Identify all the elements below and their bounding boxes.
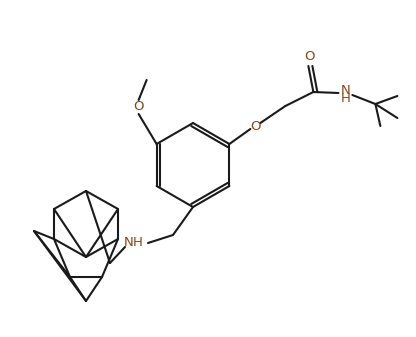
Text: O: O (250, 120, 260, 132)
Text: H: H (340, 92, 350, 105)
Text: H: H (133, 236, 143, 248)
Text: N: N (341, 85, 350, 97)
Text: N: N (124, 236, 134, 248)
Text: O: O (304, 51, 314, 63)
Text: O: O (134, 99, 144, 113)
